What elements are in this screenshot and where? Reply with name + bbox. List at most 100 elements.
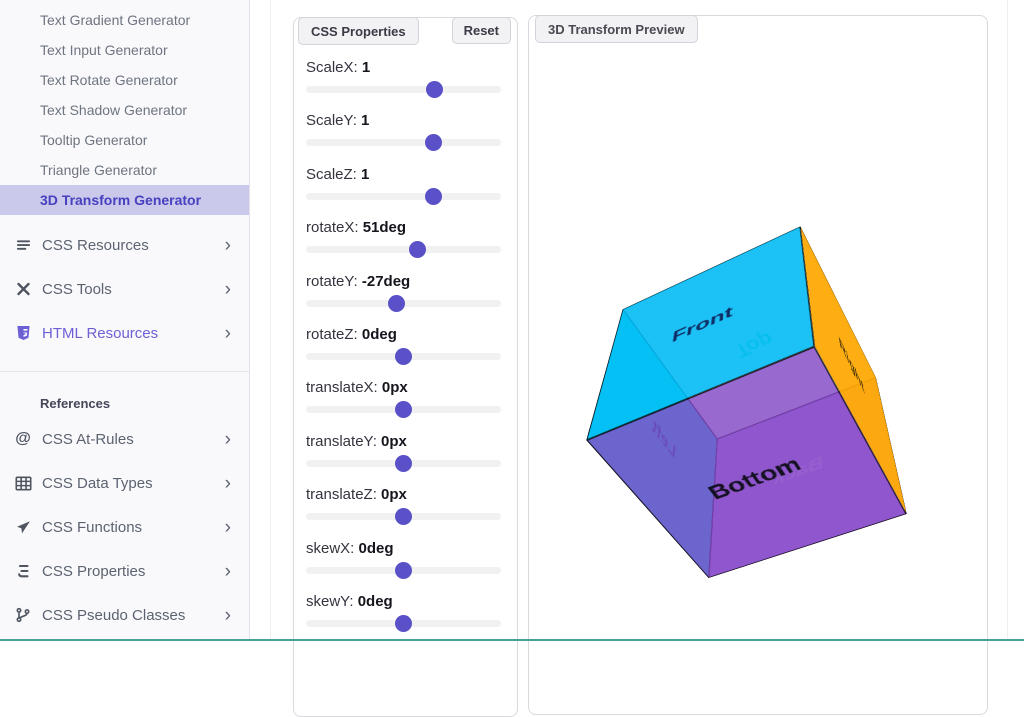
tools-icon — [13, 280, 33, 298]
slider-thumb[interactable] — [395, 348, 412, 365]
sidebar-row-label: HTML Resources — [42, 325, 225, 342]
slider-property-name: rotateY: — [306, 273, 362, 290]
css-properties-tab[interactable]: CSS Properties — [298, 17, 419, 45]
slider-value: 0deg — [359, 540, 394, 557]
slider-row-skewx: skewX: 0deg — [306, 540, 501, 593]
slider-thumb[interactable] — [388, 295, 405, 312]
slider-track[interactable] — [306, 246, 501, 253]
sidebar-reference-css-pseudo-classes[interactable]: CSS Pseudo Classes› — [0, 593, 249, 637]
cube-face-label: Bottom — [703, 452, 806, 505]
slider-label: skewX: 0deg — [306, 540, 501, 557]
sidebar-reference-css-properties[interactable]: CSS Properties› — [0, 549, 249, 593]
html5-icon — [13, 324, 33, 342]
slider-row-rotatez: rotateZ: 0deg — [306, 326, 501, 379]
sidebar-divider — [0, 371, 249, 372]
slider-property-name: rotateX: — [306, 219, 363, 236]
chevron-right-icon: › — [225, 562, 231, 581]
slider-label: rotateZ: 0deg — [306, 326, 501, 343]
sidebar-reference-css-data-types[interactable]: CSS Data Types› — [0, 461, 249, 505]
sidebar-item-text-shadow-generator[interactable]: Text Shadow Generator — [0, 95, 249, 125]
slider-track[interactable] — [306, 193, 501, 200]
cube-scene: FrontBackRightLeftTopBottom — [649, 299, 859, 509]
branch-icon — [13, 606, 33, 624]
sidebar-section-css-tools[interactable]: CSS Tools› — [0, 267, 249, 311]
sidebar-item-text-rotate-generator[interactable]: Text Rotate Generator — [0, 65, 249, 95]
slider-thumb[interactable] — [425, 134, 442, 151]
slider-property-name: ScaleY: — [306, 112, 361, 129]
slider-thumb[interactable] — [395, 401, 412, 418]
slider-track[interactable] — [306, 567, 501, 574]
chevron-right-icon: › — [225, 236, 231, 255]
slider-property-name: skewX: — [306, 540, 359, 557]
slider-label: translateZ: 0px — [306, 486, 501, 503]
sidebar-row-label: CSS Tools — [42, 281, 225, 298]
cube-face-label: Front — [671, 303, 733, 347]
slider-row-translatey: translateY: 0px — [306, 433, 501, 486]
at-icon: @ — [13, 430, 33, 448]
sidebar-row-label: CSS Data Types — [42, 475, 225, 492]
preview-tab[interactable]: 3D Transform Preview — [535, 15, 698, 43]
preview-panel: 3D Transform Preview FrontBackRightLeftT… — [528, 15, 988, 715]
sidebar-item-tooltip-generator[interactable]: Tooltip Generator — [0, 125, 249, 155]
sidebar-section-html-resources[interactable]: HTML Resources› — [0, 311, 249, 355]
sidebar-item-text-input-generator[interactable]: Text Input Generator — [0, 35, 249, 65]
sidebar-row-label: CSS Functions — [42, 519, 225, 536]
sidebar-item-triangle-generator[interactable]: Triangle Generator — [0, 155, 249, 185]
chevron-right-icon: › — [225, 430, 231, 449]
slider-label: ScaleY: 1 — [306, 112, 501, 129]
resource-section-list: CSS Resources›CSS Tools›HTML Resources› — [0, 223, 249, 355]
slider-thumb[interactable] — [395, 615, 412, 632]
sidebar-item-3d-transform-generator[interactable]: 3D Transform Generator — [0, 185, 249, 215]
table-icon — [13, 474, 33, 492]
slider-thumb[interactable] — [395, 455, 412, 472]
slider-thumb[interactable] — [426, 81, 443, 98]
slider-property-name: ScaleX: — [306, 59, 362, 76]
slider-row-translatez: translateZ: 0px — [306, 486, 501, 539]
slider-row-rotatex: rotateX: 51deg — [306, 219, 501, 272]
references-heading: References — [40, 396, 249, 411]
slider-thumb[interactable] — [395, 562, 412, 579]
slider-value: 0px — [381, 486, 407, 503]
slider-label: skewY: 0deg — [306, 593, 501, 610]
sidebar-reference-css-functions[interactable]: CSS Functions› — [0, 505, 249, 549]
slider-track[interactable] — [306, 139, 501, 146]
slider-track[interactable] — [306, 460, 501, 467]
slider-thumb[interactable] — [409, 241, 426, 258]
chevron-right-icon: › — [225, 474, 231, 493]
slider-property-name: ScaleZ: — [306, 166, 361, 183]
slider-thumb[interactable] — [395, 508, 412, 525]
function-icon — [13, 518, 33, 536]
slider-row-translatex: translateX: 0px — [306, 379, 501, 432]
slider-track[interactable] — [306, 406, 501, 413]
slider-track[interactable] — [306, 353, 501, 360]
list-icon — [13, 236, 33, 254]
sidebar-item-text-gradient-generator[interactable]: Text Gradient Generator — [0, 5, 249, 35]
slider-label: rotateY: -27deg — [306, 273, 501, 290]
cube: FrontBackRightLeftTopBottom — [653, 308, 865, 515]
references-list: @CSS At-Rules›CSS Data Types›CSS Functio… — [0, 417, 249, 637]
sidebar-reference-css-at-rules[interactable]: @CSS At-Rules› — [0, 417, 249, 461]
css-brackets-icon — [13, 562, 33, 580]
slider-value: 1 — [361, 112, 369, 129]
cube-face-label: Right — [837, 332, 865, 398]
slider-value: 0deg — [362, 326, 397, 343]
slider-label: ScaleX: 1 — [306, 59, 501, 76]
sidebar-row-label: CSS Properties — [42, 563, 225, 580]
sidebar-section-css-resources[interactable]: CSS Resources› — [0, 223, 249, 267]
slider-thumb[interactable] — [425, 188, 442, 205]
slider-track[interactable] — [306, 620, 501, 627]
chevron-right-icon: › — [225, 324, 231, 343]
slider-value: 1 — [362, 59, 370, 76]
slider-track[interactable] — [306, 86, 501, 93]
slider-track[interactable] — [306, 300, 501, 307]
slider-value: 1 — [361, 166, 369, 183]
reset-button[interactable]: Reset — [452, 17, 511, 44]
slider-value: -27deg — [362, 273, 410, 290]
slider-track[interactable] — [306, 513, 501, 520]
sidebar-row-label: CSS Pseudo Classes — [42, 607, 225, 624]
slider-property-name: skewY: — [306, 593, 358, 610]
slider-row-scalex: ScaleX: 1 — [306, 59, 501, 112]
